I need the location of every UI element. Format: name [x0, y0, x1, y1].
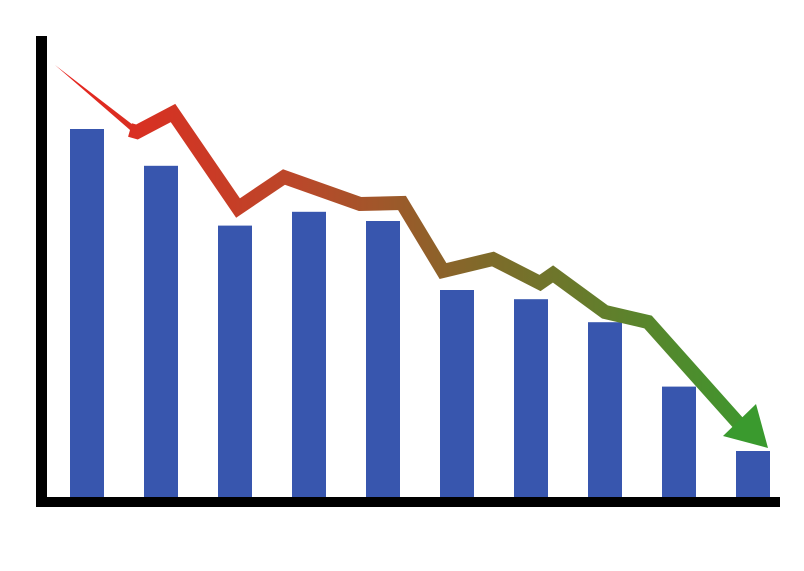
arrowhead	[723, 404, 768, 448]
trend-arrow	[55, 65, 768, 448]
bars	[70, 129, 770, 498]
bar-3	[218, 225, 252, 497]
bar-1	[70, 129, 104, 497]
bar-7	[514, 299, 548, 497]
x-axis	[36, 497, 780, 507]
bar-6	[440, 290, 474, 497]
bar-4	[292, 211, 326, 498]
bar-9	[662, 386, 696, 497]
trend-line	[128, 103, 746, 430]
bar-2	[144, 165, 178, 498]
bar-10	[736, 451, 770, 497]
y-axis	[36, 36, 47, 507]
bar-8	[588, 322, 622, 497]
trend-line-tail	[55, 65, 137, 136]
bar-5	[366, 221, 400, 497]
